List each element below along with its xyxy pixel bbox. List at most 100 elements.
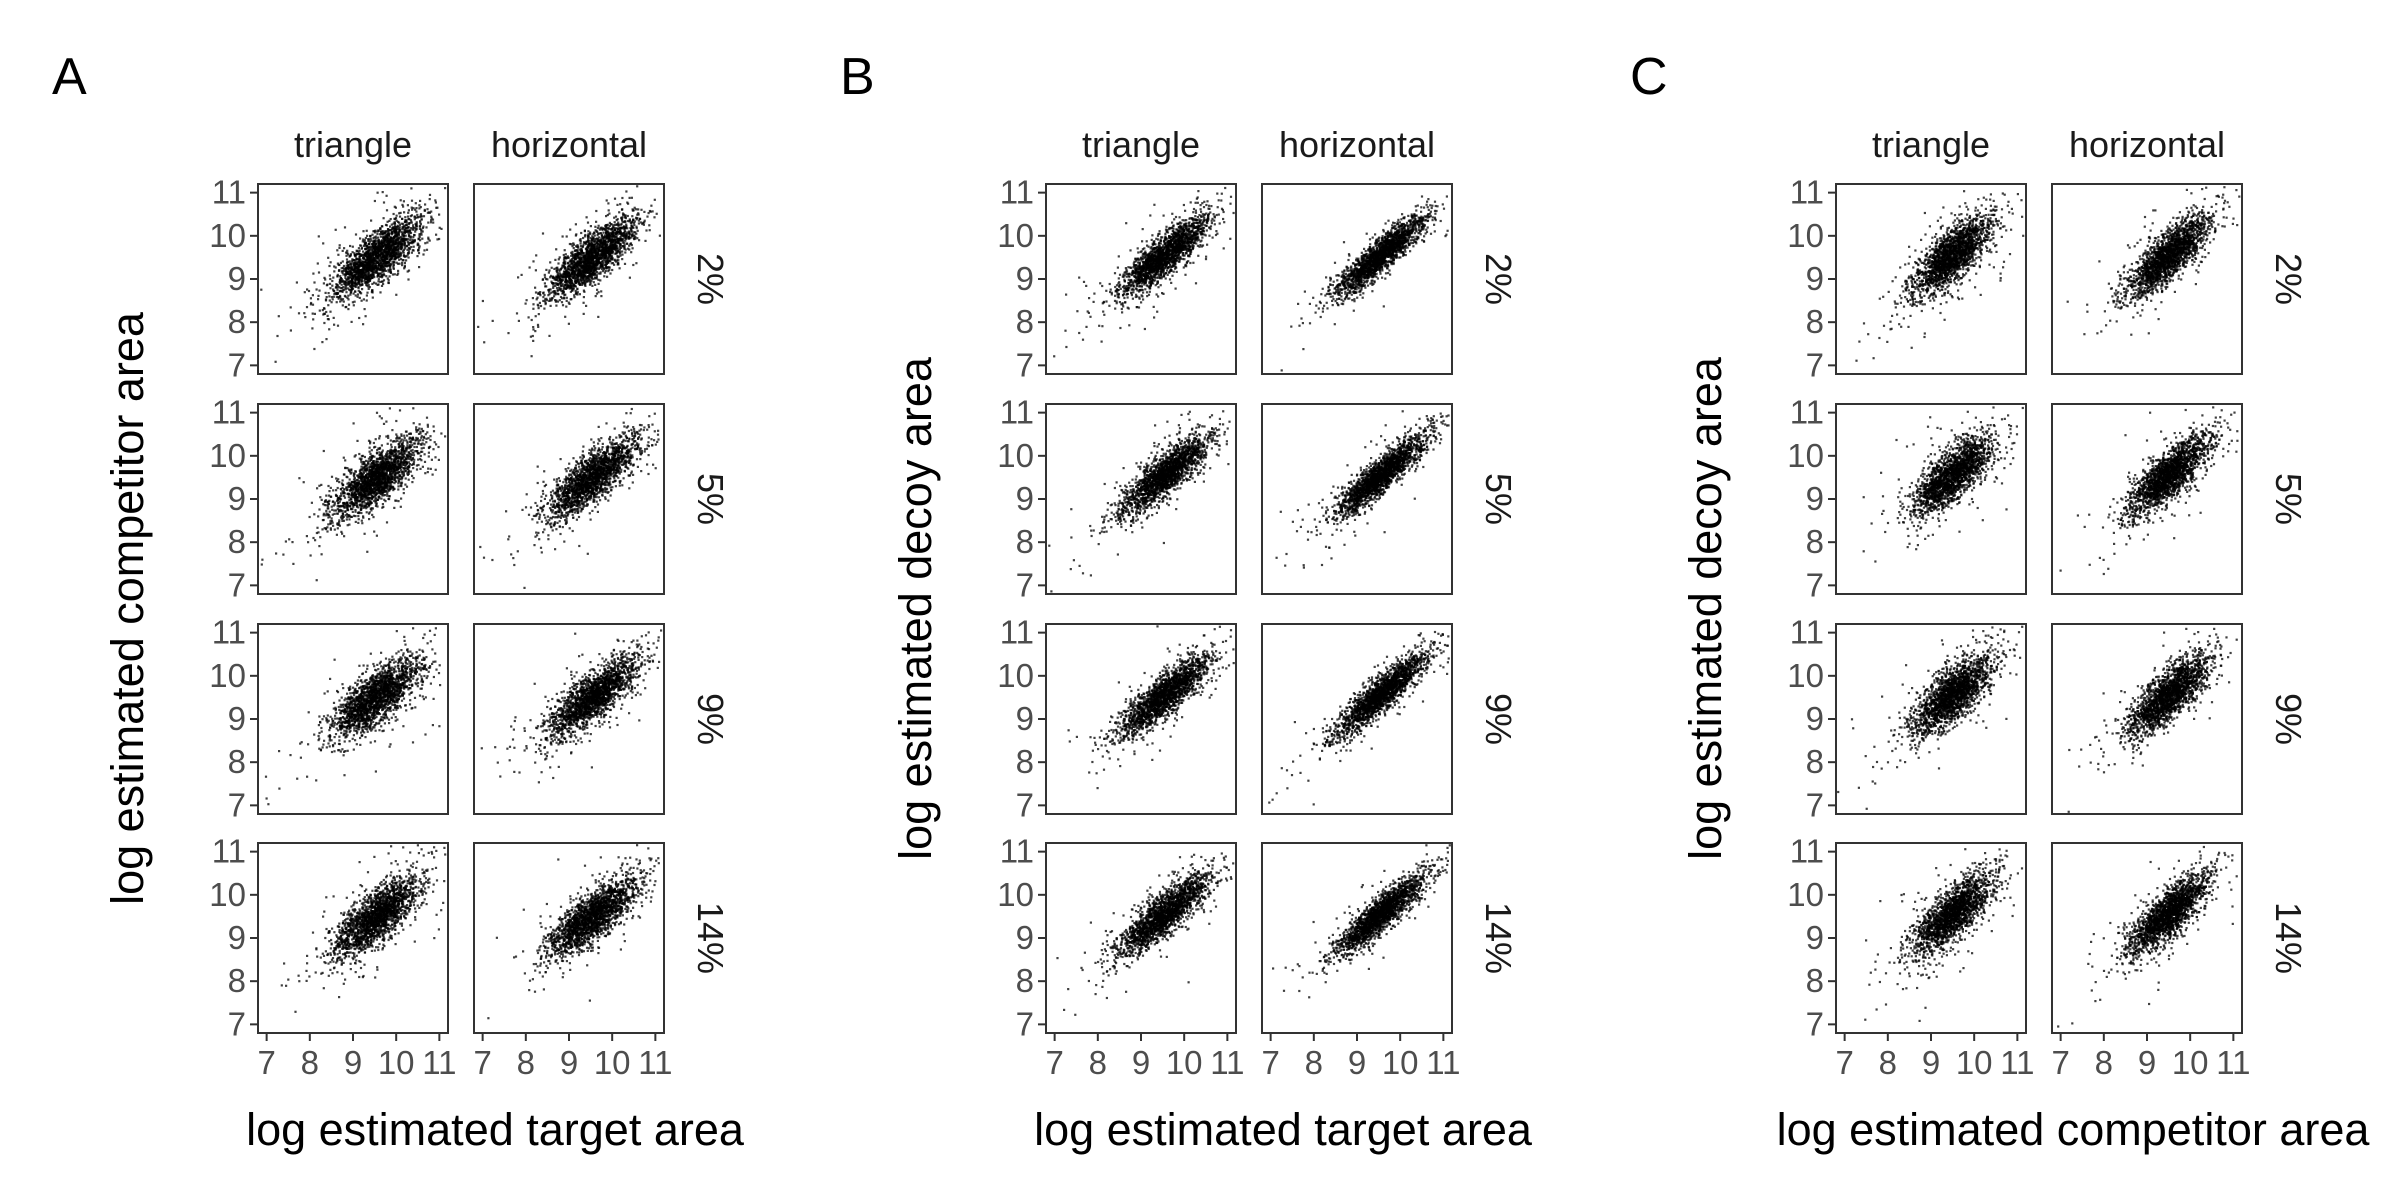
data-point bbox=[349, 293, 352, 296]
data-point bbox=[607, 256, 610, 259]
data-point bbox=[400, 235, 403, 238]
data-point bbox=[379, 233, 382, 236]
data-point bbox=[358, 262, 361, 265]
data-point bbox=[386, 277, 389, 280]
data-point bbox=[374, 254, 377, 257]
data-point bbox=[572, 273, 575, 277]
data-point bbox=[366, 281, 369, 285]
data-point bbox=[379, 280, 382, 283]
data-point bbox=[392, 243, 395, 247]
data-point bbox=[338, 246, 341, 249]
data-point bbox=[384, 269, 388, 272]
data-point bbox=[374, 242, 377, 245]
data-point bbox=[578, 267, 581, 270]
data-point bbox=[434, 199, 437, 202]
data-point bbox=[386, 236, 389, 239]
data-point bbox=[384, 253, 388, 256]
data-point bbox=[616, 256, 619, 259]
data-point bbox=[386, 257, 389, 261]
data-point bbox=[388, 407, 391, 410]
data-point bbox=[396, 251, 399, 254]
data-point bbox=[587, 256, 590, 259]
data-point bbox=[557, 258, 560, 261]
data-point bbox=[399, 254, 402, 257]
data-point bbox=[363, 269, 366, 272]
data-point bbox=[549, 288, 552, 291]
data-point bbox=[388, 253, 391, 256]
data-point bbox=[335, 295, 338, 299]
data-point bbox=[532, 260, 535, 263]
data-point bbox=[562, 262, 565, 265]
data-point bbox=[378, 415, 381, 418]
data-point bbox=[276, 334, 279, 338]
data-point bbox=[360, 299, 363, 302]
data-point bbox=[658, 234, 661, 237]
data-point bbox=[430, 215, 433, 218]
data-point bbox=[343, 247, 346, 250]
data-point bbox=[599, 279, 602, 282]
data-point bbox=[584, 280, 587, 283]
data-point bbox=[565, 282, 568, 285]
data-point bbox=[527, 316, 530, 319]
data-point bbox=[594, 263, 597, 266]
data-point bbox=[403, 242, 407, 245]
data-point bbox=[374, 282, 377, 285]
data-point bbox=[315, 579, 318, 582]
data-point bbox=[589, 248, 593, 251]
data-point bbox=[370, 266, 373, 269]
data-point bbox=[358, 296, 361, 299]
data-point bbox=[366, 278, 369, 281]
data-point bbox=[393, 482, 396, 485]
data-point bbox=[405, 255, 408, 258]
data-point bbox=[582, 289, 585, 292]
data-point bbox=[409, 231, 412, 234]
data-point bbox=[405, 223, 408, 227]
data-point bbox=[387, 270, 390, 273]
data-point bbox=[361, 522, 364, 525]
data-point bbox=[422, 215, 426, 218]
data-point bbox=[362, 244, 365, 247]
data-point bbox=[595, 276, 598, 279]
data-point bbox=[311, 294, 314, 297]
data-point bbox=[366, 274, 369, 277]
data-point bbox=[399, 243, 403, 246]
data-point bbox=[367, 457, 370, 460]
data-point bbox=[424, 242, 427, 245]
data-point bbox=[414, 230, 417, 233]
data-point bbox=[344, 268, 347, 271]
data-point bbox=[569, 228, 572, 231]
data-point bbox=[359, 258, 362, 261]
data-point bbox=[336, 324, 340, 327]
data-point bbox=[345, 305, 348, 309]
data-point bbox=[362, 256, 365, 259]
data-point bbox=[613, 247, 616, 250]
data-point bbox=[393, 242, 396, 245]
data-point bbox=[343, 282, 346, 285]
data-point bbox=[357, 267, 360, 270]
data-point bbox=[379, 250, 382, 253]
data-point bbox=[375, 268, 379, 271]
data-point bbox=[614, 252, 617, 255]
data-point bbox=[320, 498, 323, 501]
data-point bbox=[372, 263, 375, 266]
y-tick-label: 10 bbox=[209, 217, 246, 254]
data-point bbox=[576, 265, 579, 268]
data-point bbox=[306, 288, 309, 291]
data-point bbox=[574, 289, 577, 292]
data-point bbox=[418, 266, 421, 269]
data-point bbox=[440, 227, 443, 230]
data-point bbox=[350, 264, 353, 267]
data-point bbox=[389, 271, 392, 274]
data-point bbox=[356, 293, 360, 296]
data-point bbox=[364, 315, 367, 318]
data-point bbox=[429, 438, 432, 442]
data-point bbox=[322, 242, 325, 245]
data-point bbox=[548, 269, 551, 272]
data-point bbox=[536, 296, 539, 299]
data-point bbox=[328, 282, 332, 285]
data-point bbox=[618, 211, 621, 214]
data-point bbox=[571, 271, 574, 274]
data-point bbox=[372, 242, 375, 245]
data-point bbox=[392, 489, 395, 492]
data-point bbox=[339, 289, 342, 293]
